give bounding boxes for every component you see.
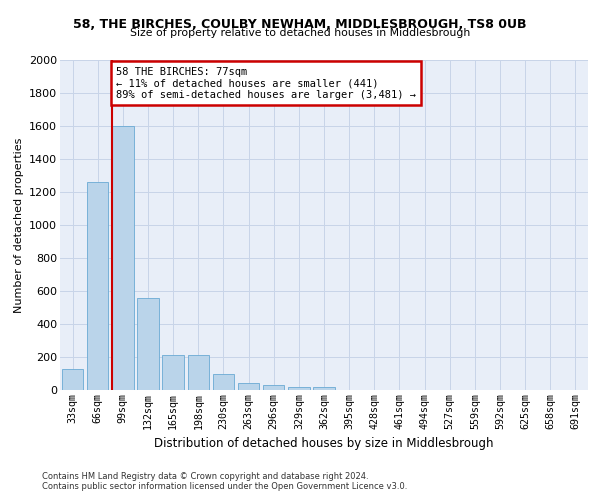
Bar	[313, 387, 335, 390]
X-axis label: Distribution of detached houses by size in Middlesbrough: Distribution of detached houses by size …	[154, 437, 494, 450]
Bar	[137, 298, 158, 390]
Bar	[288, 387, 310, 390]
Bar	[62, 368, 83, 390]
Bar	[188, 354, 209, 390]
Text: 58, THE BIRCHES, COULBY NEWHAM, MIDDLESBROUGH, TS8 0UB: 58, THE BIRCHES, COULBY NEWHAM, MIDDLESB…	[73, 18, 527, 30]
Bar	[213, 374, 234, 390]
Y-axis label: Number of detached properties: Number of detached properties	[14, 138, 23, 312]
Bar	[87, 182, 109, 390]
Text: Contains public sector information licensed under the Open Government Licence v3: Contains public sector information licen…	[42, 482, 407, 491]
Text: 58 THE BIRCHES: 77sqm
← 11% of detached houses are smaller (441)
89% of semi-det: 58 THE BIRCHES: 77sqm ← 11% of detached …	[116, 66, 416, 100]
Text: Contains HM Land Registry data © Crown copyright and database right 2024.: Contains HM Land Registry data © Crown c…	[42, 472, 368, 481]
Bar	[263, 386, 284, 390]
Bar	[112, 126, 134, 390]
Bar	[163, 354, 184, 390]
Bar	[238, 382, 259, 390]
Text: Size of property relative to detached houses in Middlesbrough: Size of property relative to detached ho…	[130, 28, 470, 38]
